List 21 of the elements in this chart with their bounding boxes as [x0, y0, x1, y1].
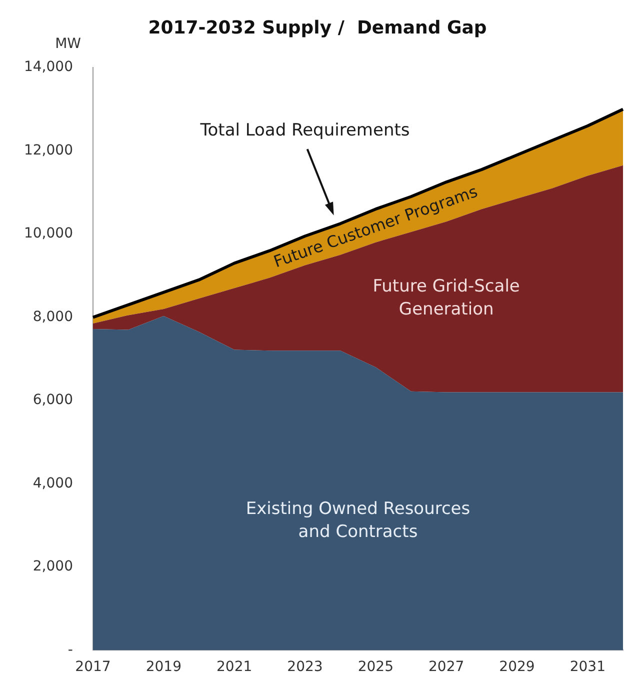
- chart-title: 2017-2032 Supply / Demand Gap: [148, 17, 487, 38]
- annotation: Total Load Requirements: [199, 120, 410, 141]
- y-tick-label: 12,000: [24, 142, 73, 158]
- y-tick-label: 10,000: [24, 226, 73, 242]
- x-tick-label: 2017: [75, 659, 111, 676]
- x-tick-label: 2021: [216, 659, 252, 676]
- x-tick-label: 2031: [570, 659, 606, 676]
- x-tick-label: 2027: [428, 659, 464, 676]
- y-tick-label: 14,000: [24, 59, 73, 76]
- y-tick-label: 6,000: [32, 392, 73, 408]
- x-tick-label: 2029: [499, 659, 535, 676]
- y-tick-label: 8,000: [32, 308, 73, 325]
- x-tick-label: 2019: [146, 659, 182, 676]
- y-tick-label: 2,000: [32, 558, 73, 575]
- series-label: Future Grid-Scale Generation: [372, 276, 520, 320]
- x-tick-label: 2025: [358, 659, 394, 676]
- series-label: Existing Owned Resources and Contracts: [246, 499, 470, 542]
- x-tick-label: 2023: [287, 659, 323, 676]
- y-tick-label: 4,000: [32, 475, 73, 492]
- y-tick-label: -: [68, 642, 73, 658]
- y-axis-title: MW: [55, 36, 82, 52]
